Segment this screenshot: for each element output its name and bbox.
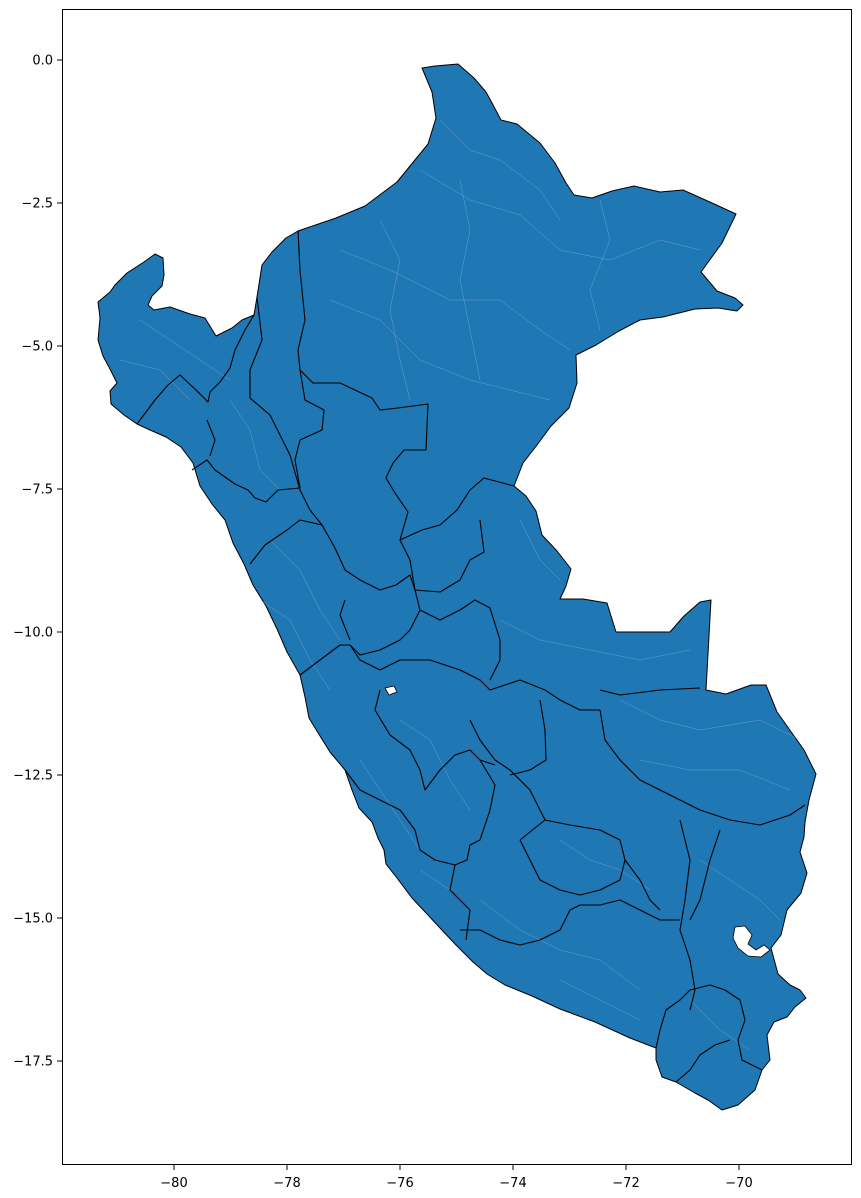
x-tick-label: −76 <box>386 1176 413 1191</box>
axes-frame <box>62 9 852 1165</box>
y-tick-label: −17.5 <box>13 1055 53 1070</box>
x-axis-ticks: −80 −78 −76 −74 −72 −70 <box>160 1165 753 1191</box>
y-axis-ticks: 0.0 −2.5 −5.0 −7.5 −10.0 −12.5 −15.0 −17.5 <box>13 54 62 1070</box>
x-tick-label: −80 <box>160 1176 187 1191</box>
map-layer <box>97 63 817 1111</box>
peru-country-shape <box>97 63 817 1111</box>
district-lines <box>119 119 801 1051</box>
y-tick-label: −15.0 <box>13 912 53 927</box>
y-tick-label: −5.0 <box>21 340 53 355</box>
region-borders <box>136 230 806 1083</box>
lake-shape <box>384 685 398 696</box>
y-tick-label: −7.5 <box>21 483 53 498</box>
x-tick-label: −78 <box>273 1176 300 1191</box>
y-tick-label: −10.0 <box>13 626 53 641</box>
y-tick-label: −2.5 <box>21 197 53 212</box>
x-tick-label: −70 <box>725 1176 752 1191</box>
x-tick-label: −74 <box>499 1176 526 1191</box>
y-tick-label: −12.5 <box>13 769 53 784</box>
x-tick-label: −72 <box>612 1176 639 1191</box>
lake-shape <box>732 925 771 958</box>
y-tick-label: 0.0 <box>32 54 53 69</box>
